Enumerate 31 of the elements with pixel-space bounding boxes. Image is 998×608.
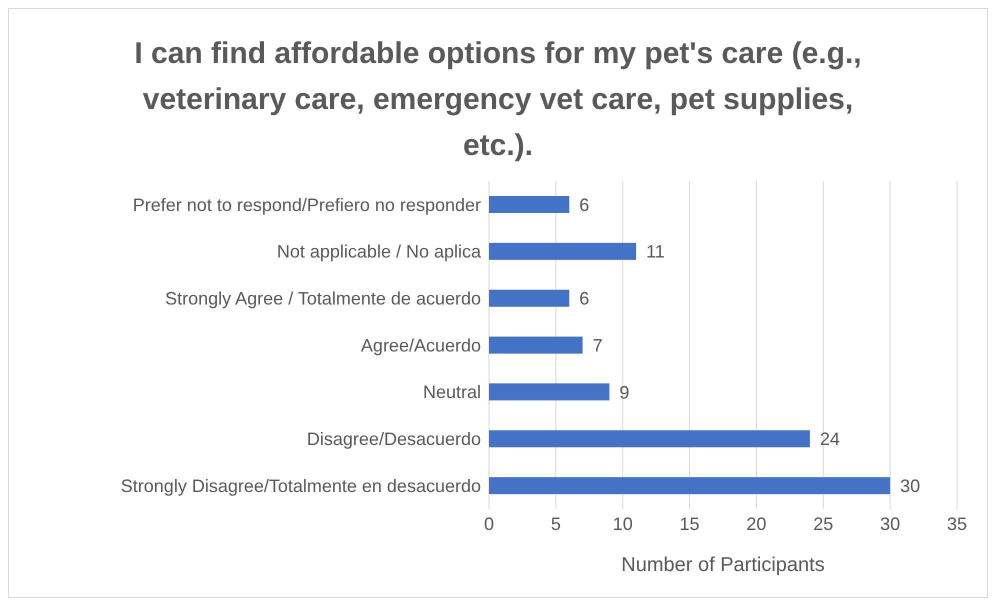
bar [489, 242, 636, 260]
y-tick-label: Not applicable / No aplica [276, 242, 482, 262]
bar [489, 336, 583, 354]
y-tick-label: Strongly Disagree/Totalmente en desacuerdo [120, 476, 481, 496]
bar [489, 290, 570, 307]
x-tick-label: 0 [484, 514, 494, 534]
x-tick-label: 5 [550, 514, 561, 534]
y-tick-label: Disagree/Desacuerdo [306, 429, 481, 450]
data-label: 11 [646, 242, 665, 262]
y-tick-label: Strongly Agree / Totalmente de acuerdo [165, 288, 481, 309]
bar [489, 477, 890, 494]
x-tick-label: 30 [880, 514, 900, 534]
data-label: 6 [579, 194, 590, 215]
chart-title: I can find affordable options for my pet's care (e.g., veterinary care, emergency vet care, pet supplies, etc.). [133, 36, 863, 164]
y-tick-label: Neutral [422, 382, 481, 402]
y-tick-label: Agree/Acuerdo [360, 335, 481, 356]
x-tick-label: 15 [680, 514, 700, 534]
data-label: 6 [579, 288, 590, 309]
data-label: 30 [900, 476, 920, 496]
x-axis-title: Number of Participants [621, 554, 825, 576]
x-tick-label: 10 [612, 514, 633, 534]
data-label: 7 [592, 335, 603, 356]
x-tick-label: 20 [746, 514, 766, 534]
x-tick-label: 25 [813, 514, 834, 534]
y-tick-label: Prefer not to respond/Prefiero no responder [132, 194, 481, 215]
bar [489, 430, 810, 448]
bar [489, 383, 610, 400]
data-label: 24 [820, 429, 840, 450]
data-label: 9 [619, 382, 630, 402]
x-tick-label: 35 [946, 514, 968, 534]
bar [489, 196, 570, 213]
